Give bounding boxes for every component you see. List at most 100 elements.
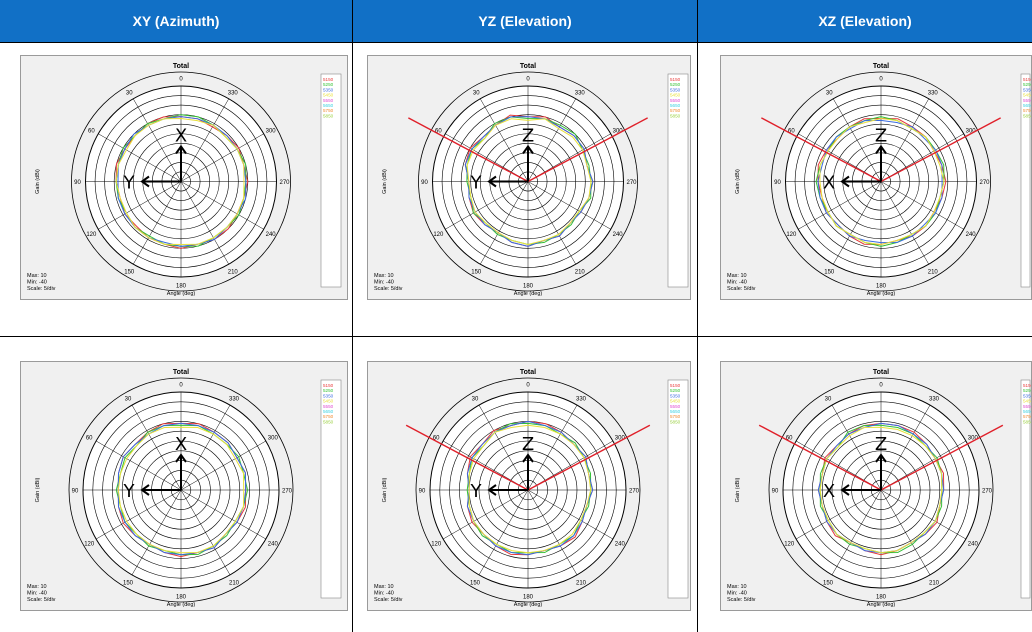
y-axis-label: Gain (dBi) xyxy=(735,477,741,502)
angle-tick-label: 300 xyxy=(615,436,626,442)
angle-tick-label: 60 xyxy=(433,436,440,442)
grid-spoke xyxy=(831,405,882,491)
legend-entry: 5250 xyxy=(1023,82,1031,87)
legend-entry: 5750 xyxy=(1023,108,1031,113)
grid-spoke xyxy=(880,489,966,540)
legend-entry: 5750 xyxy=(670,108,681,113)
angle-tick-label: 90 xyxy=(774,180,781,186)
column-header-xz: XZ (Elevation) xyxy=(698,0,1032,42)
y-axis-label: Gain (dBi) xyxy=(382,169,388,194)
angle-tick-label: 330 xyxy=(575,90,586,96)
outer-ring xyxy=(415,377,641,603)
legend-entry: 5350 xyxy=(1023,87,1031,92)
coordinate-axes: ZY xyxy=(470,434,535,502)
table-divider-header xyxy=(0,42,1032,43)
legend-entry: 5550 xyxy=(323,98,334,103)
legend-entry: 5450 xyxy=(323,93,334,98)
beam-line-left xyxy=(761,117,882,183)
grid-spoke xyxy=(133,181,182,265)
grid-spoke xyxy=(131,489,182,575)
y-axis-label: Gain (dBi) xyxy=(382,477,388,502)
polar-chart-svg: Total0306090120150180210240270300330XYGa… xyxy=(27,369,342,608)
up-arrow-head xyxy=(875,144,887,155)
up-axis-label: Z xyxy=(522,434,534,455)
info-text: Max: 10 xyxy=(27,273,47,279)
legend-entry: 5850 xyxy=(1023,419,1031,424)
grid-spoke xyxy=(133,98,182,182)
y-axis-label: Gain (dBi) xyxy=(35,169,41,194)
info-text: Max: 10 xyxy=(374,273,394,279)
outer-ring xyxy=(68,377,294,603)
angle-tick-label: 300 xyxy=(613,128,624,134)
legend-entry: 5150 xyxy=(670,77,681,82)
angle-tick-label: 300 xyxy=(268,436,279,442)
y-axis-label: Gain (dBi) xyxy=(35,477,41,502)
outer-ring xyxy=(768,377,994,603)
grid-spoke xyxy=(445,181,529,230)
polar-chart-svg: Total0306090120150180210240270300330ZYGa… xyxy=(374,63,689,297)
chart-title: Total xyxy=(173,369,189,376)
angle-tick-label: 0 xyxy=(179,383,183,389)
polar-chart-svg: Total0306090120150180210240270300330ZXGa… xyxy=(727,369,1032,608)
info-text: Min: -40 xyxy=(374,591,394,597)
grid-spoke xyxy=(180,440,266,491)
angle-tick-label: 60 xyxy=(788,128,795,134)
angle-tick-label: 60 xyxy=(88,128,95,134)
outer-ring xyxy=(71,71,291,292)
legend-entry: 5550 xyxy=(1023,98,1031,103)
y-axis-label: Gain (dBi) xyxy=(735,169,741,194)
angle-tick-label: 270 xyxy=(282,489,293,495)
info-text: Min: -40 xyxy=(27,280,47,286)
up-arrow-head xyxy=(522,453,534,463)
legend-entry: 5850 xyxy=(670,419,681,424)
angle-tick-label: 330 xyxy=(929,397,940,403)
series-line xyxy=(819,426,943,554)
legend-entry: 5350 xyxy=(323,87,334,92)
grid-spoke xyxy=(480,181,529,265)
beam-line-right xyxy=(527,117,648,183)
angle-tick-label: 90 xyxy=(419,489,426,495)
left-axis-label: Y xyxy=(470,481,483,502)
angle-tick-label: 30 xyxy=(473,90,480,96)
chart-title: Total xyxy=(873,369,889,376)
angle-tick-label: 120 xyxy=(86,232,97,238)
coordinate-axes: ZY xyxy=(470,126,535,194)
angle-tick-label: 150 xyxy=(823,580,834,586)
grid-spoke xyxy=(831,489,882,575)
x-axis-label: Angle (deg) xyxy=(514,602,543,608)
angle-tick-label: 300 xyxy=(266,128,277,134)
angle-tick-label: 150 xyxy=(824,270,835,276)
angle-tick-label: 210 xyxy=(575,270,586,276)
angle-tick-label: 180 xyxy=(523,284,534,290)
beam-line-right xyxy=(527,424,651,491)
grid-spoke xyxy=(98,181,182,230)
angle-tick-label: 270 xyxy=(982,489,993,495)
grid-spoke xyxy=(180,181,229,265)
polar-plot-row1-xz: Total 0 30 60 90 120 150 180 210 240 270 300 330 Z X Ga… xyxy=(720,55,1032,300)
grid-spoke xyxy=(478,405,529,491)
angle-tick-label: 330 xyxy=(229,397,240,403)
legend-box xyxy=(320,379,342,599)
grid-spoke xyxy=(527,181,576,265)
grid-spoke xyxy=(180,489,266,540)
grid-spoke xyxy=(98,133,182,182)
legend-entry: 5550 xyxy=(1023,404,1031,409)
angle-tick-label: 210 xyxy=(229,580,240,586)
angle-tick-label: 30 xyxy=(826,90,833,96)
legend-box xyxy=(667,379,689,599)
series-line xyxy=(819,117,945,246)
left-axis-label: X xyxy=(823,173,835,194)
left-axis-label: Y xyxy=(123,173,136,194)
grid-spoke xyxy=(527,489,578,575)
legend-entry: 5450 xyxy=(670,93,681,98)
chart-title: Total xyxy=(873,63,889,70)
angle-tick-label: 150 xyxy=(471,270,482,276)
grid-spoke xyxy=(880,98,929,182)
legend-entry: 5350 xyxy=(670,87,681,92)
polar-plot-row2-xy: Total 0 30 60 90 120 150 180 210 240 270 300 330 X Y Ga… xyxy=(20,361,348,611)
legend-entry: 5850 xyxy=(670,113,681,118)
column-header-yz: YZ (Elevation) xyxy=(353,0,697,42)
angle-tick-label: 180 xyxy=(523,595,534,601)
grid-spoke xyxy=(443,489,529,540)
beam-line-left xyxy=(408,117,529,183)
